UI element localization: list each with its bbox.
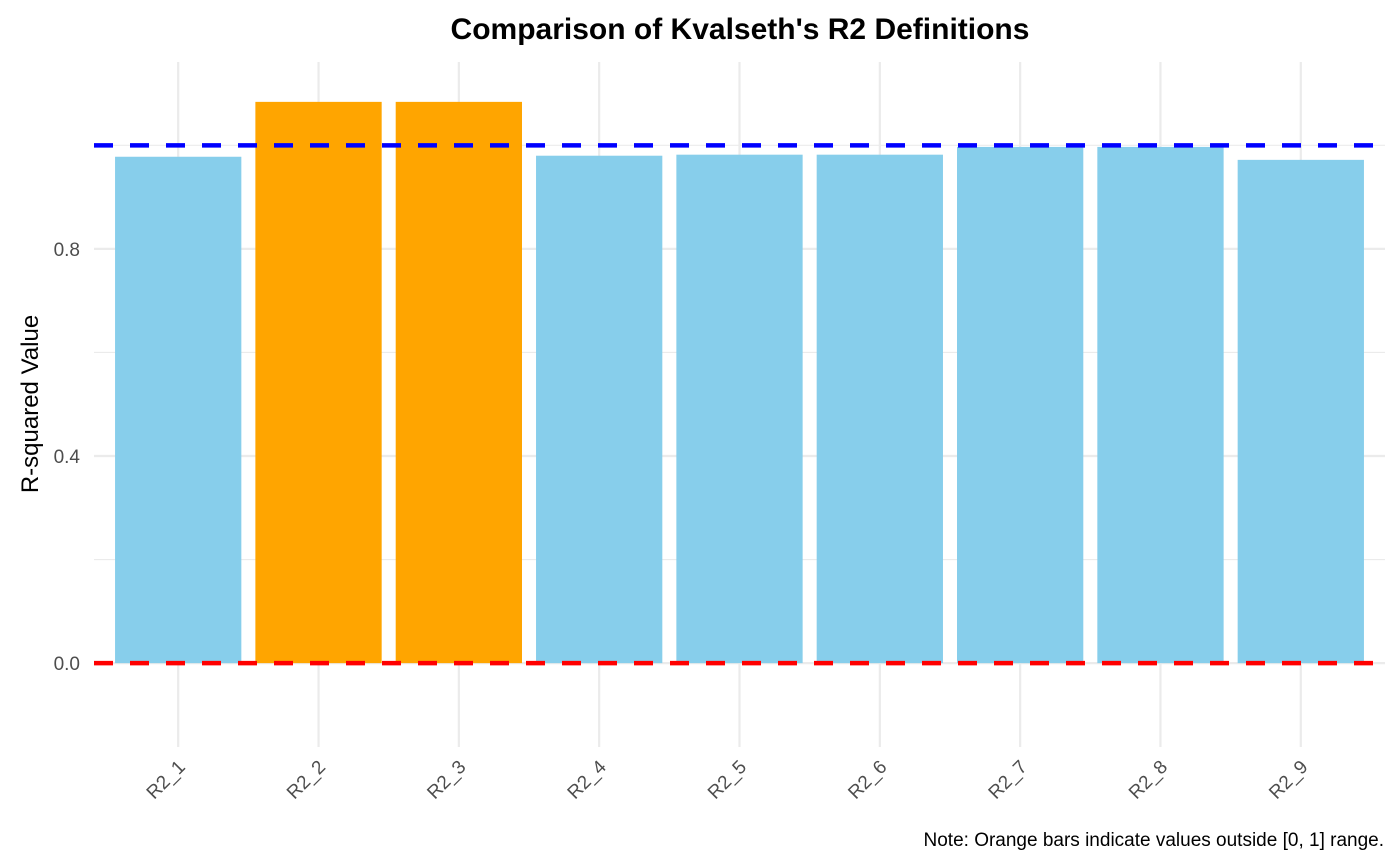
x-axis-ticks: R2_1 R2_2 R2_3 R2_4 R2_5 R2_6 R2_7 R2_8 R2_9	[143, 756, 1313, 803]
bar-r2-3	[395, 101, 522, 664]
x-tick-label: R2_3	[423, 757, 470, 804]
chart-caption: Note: Orange bars indicate values outsid…	[924, 830, 1385, 851]
y-tick-label: 0.8	[54, 240, 80, 261]
x-tick-label: R2_8	[1125, 757, 1172, 804]
x-tick-label: R2_4	[564, 756, 611, 803]
y-tick-label: 0.0	[54, 654, 80, 675]
bar-r2-6	[816, 154, 943, 664]
x-tick-label: R2_6	[844, 757, 891, 804]
bar-r2-2	[255, 101, 382, 664]
bar-r2-1	[115, 156, 242, 664]
y-axis-ticks: 0.0 0.4 0.8	[54, 240, 81, 675]
y-axis-label: R-squared Value	[17, 315, 44, 493]
chart-title: Comparison of Kvalseth's R2 Definitions	[451, 13, 1030, 46]
x-tick-label: R2_5	[704, 757, 751, 804]
bar-r2-9	[1237, 159, 1364, 664]
bars	[115, 101, 1364, 664]
y-tick-label: 0.4	[54, 447, 81, 468]
bar-r2-8	[1097, 146, 1224, 664]
x-tick-label: R2_1	[143, 757, 190, 804]
bar-r2-5	[676, 154, 803, 664]
x-tick-label: R2_7	[985, 757, 1032, 804]
bar-r2-7	[957, 146, 1084, 664]
x-tick-label: R2_2	[283, 757, 330, 804]
x-tick-label: R2_9	[1265, 757, 1312, 804]
bar-r2-4	[536, 155, 663, 664]
